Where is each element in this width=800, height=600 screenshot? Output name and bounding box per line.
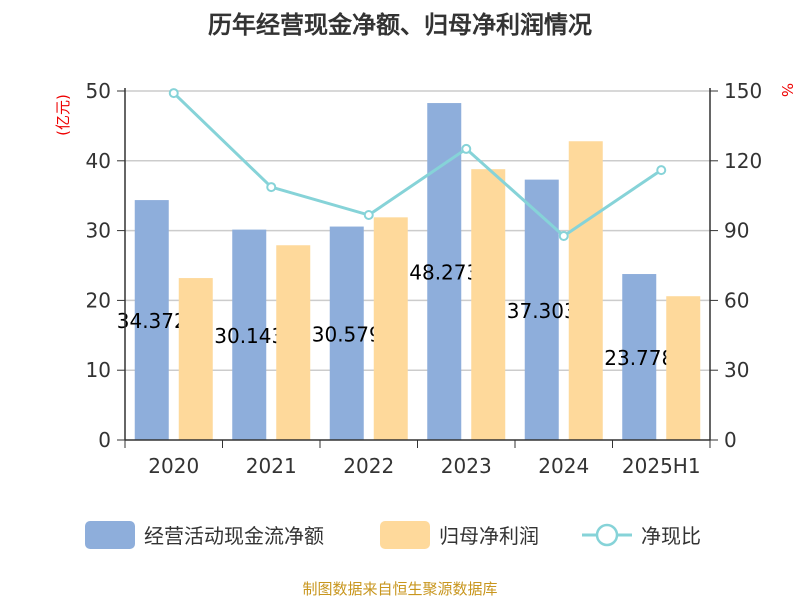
line-point [168,88,179,99]
right-tick-label: 0 [724,428,737,452]
x-tick-label: 2021 [246,454,297,478]
bar-net-profit [178,278,213,440]
bar-data-label: 34.372 [117,309,187,333]
bar-data-label: 48.273 [409,261,479,285]
bar-net-profit [568,141,603,441]
bar-operating-cashflow [329,226,364,440]
line-point [461,143,472,154]
bar-net-profit [276,245,311,440]
line-point [656,165,667,176]
left-tick-label: 50 [86,79,111,103]
legend-label: 归母净利润 [439,524,539,548]
x-tick-label: 2022 [343,454,394,478]
legend-label: 净现比 [641,524,701,548]
right-axis-label: % [778,83,796,97]
legend-swatch-net-profit [380,521,430,549]
x-tick-label: 2025H1 [622,454,701,478]
bar-data-label: 30.579 [312,322,382,346]
bar-operating-cashflow [622,274,657,440]
bar-operating-cashflow [524,179,559,440]
source-note: 制图数据来自恒生聚源数据库 [302,580,497,598]
line-point [363,210,374,221]
right-tick-label: 60 [724,288,749,312]
bar-data-label: 37.303 [507,299,577,323]
x-tick-label: 2023 [441,454,492,478]
line-point [558,230,569,241]
left-tick-label: 0 [98,428,111,452]
left-tick-label: 10 [86,358,111,382]
x-tick-label: 2024 [538,454,589,478]
left-tick-label: 20 [86,288,111,312]
bar-operating-cashflow [427,103,462,441]
bar-data-label: 23.778 [604,346,674,370]
bar-operating-cashflow [232,229,267,440]
line-cash-ratio [172,92,663,238]
legend-label: 经营活动现金流净额 [144,524,324,548]
legend-swatch-operating-cashflow [85,521,135,549]
right-tick-label: 150 [724,79,762,103]
bar-net-profit [373,217,408,440]
right-tick-label: 30 [724,358,749,382]
right-tick-label: 120 [724,149,762,173]
left-tick-label: 30 [86,219,111,243]
line-point [266,182,277,193]
right-tick-label: 90 [724,219,749,243]
bar-operating-cashflow [134,200,169,440]
bar-net-profit [666,296,701,440]
chart-title: 历年经营现金净额、归母净利润情况 [208,11,592,39]
legend-swatch-cash-ratio-marker [595,523,619,547]
x-tick-label: 2020 [148,454,199,478]
left-tick-label: 40 [86,149,111,173]
left-axis-label: (亿元) [54,94,72,136]
bar-data-label: 30.143 [214,324,284,348]
bar-net-profit [471,169,506,440]
